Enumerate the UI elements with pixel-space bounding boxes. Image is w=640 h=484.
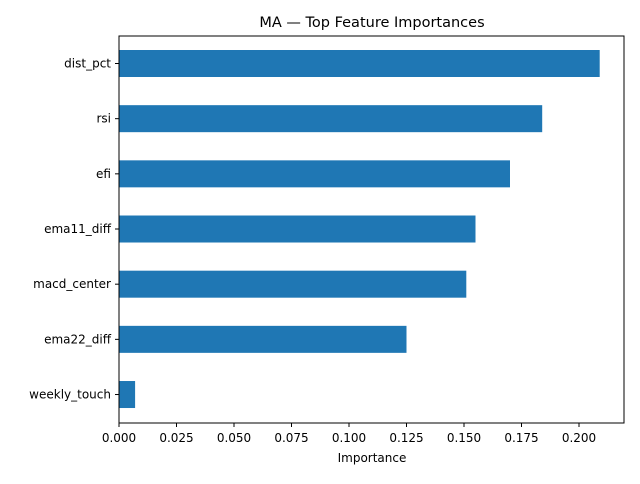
x-axis-ticks: 0.000 0.025 0.050 0.075 0.100 0.125 0.150 0.175… — [102, 423, 596, 445]
chart-title: MA — Top Feature Importances — [259, 15, 484, 31]
bar-ema11-diff — [119, 215, 476, 243]
x-tick-label: 0.000 — [102, 431, 136, 445]
bar-rsi — [119, 105, 543, 133]
x-tick-label: 0.175 — [504, 431, 538, 445]
y-tick-label: weekly_touch — [29, 388, 111, 402]
bar-ema22-diff — [119, 325, 407, 353]
x-axis-label: Importance — [338, 451, 407, 465]
y-tick-label: ema11_diff — [44, 222, 112, 236]
plot-frame — [118, 35, 625, 424]
bar-efi — [119, 160, 510, 188]
bars-group — [119, 50, 600, 409]
x-tick-label: 0.050 — [217, 431, 251, 445]
x-tick-label: 0.025 — [159, 431, 193, 445]
y-tick-label: efi — [96, 167, 111, 181]
x-tick-label: 0.150 — [447, 431, 481, 445]
bar-weekly-touch — [119, 381, 136, 409]
x-tick-label: 0.200 — [562, 431, 596, 445]
bar-macd-center — [119, 270, 467, 298]
x-tick-label: 0.125 — [389, 431, 423, 445]
x-tick-label: 0.075 — [274, 431, 308, 445]
y-tick-label: macd_center — [33, 277, 111, 291]
x-tick-label: 0.100 — [332, 431, 366, 445]
y-tick-label: rsi — [96, 112, 111, 126]
bar-dist-pct — [119, 50, 600, 77]
y-tick-label: ema22_diff — [44, 332, 112, 346]
y-tick-label: dist_pct — [64, 57, 111, 71]
